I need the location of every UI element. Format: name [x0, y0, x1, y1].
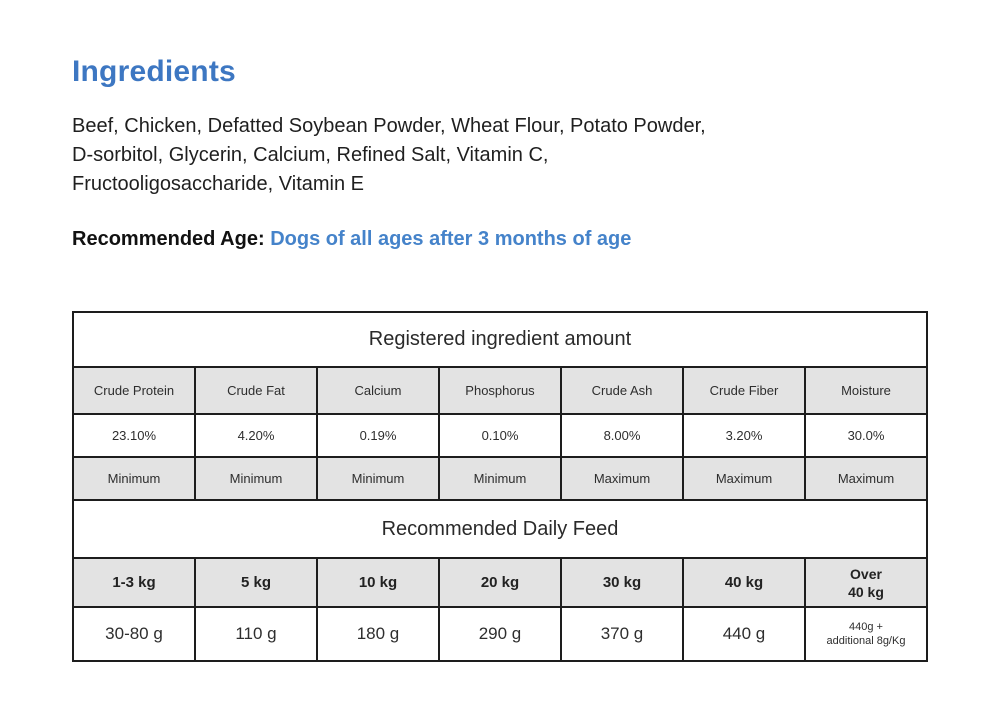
recommended-age-value: Dogs of all ages after 3 months of age	[270, 228, 632, 250]
ingredients-line-1: Beef, Chicken, Defatted Soybean Powder, …	[72, 115, 706, 137]
page-title: Ingredients	[72, 55, 236, 88]
weight-5kg: 5 kg	[194, 557, 318, 608]
value-crude-fat: 4.20%	[194, 413, 318, 458]
feed-amount-row: 30-80 g 110 g 180 g 290 g 370 g 440 g 44…	[72, 606, 928, 662]
limit-phosphorus: Minimum	[438, 456, 562, 501]
recommended-age-label: Recommended Age:	[72, 228, 271, 250]
value-crude-protein: 23.10%	[72, 413, 196, 458]
limit-crude-fat: Minimum	[194, 456, 318, 501]
value-moisture: 30.0%	[804, 413, 928, 458]
amount-40kg: 440 g	[682, 606, 806, 662]
weight-20kg: 20 kg	[438, 557, 562, 608]
nutrient-header-row: Crude Protein Crude Fat Calcium Phosphor…	[72, 366, 928, 415]
ingredients-line-2: D-sorbitol, Glycerin, Calcium, Refined S…	[72, 144, 549, 166]
limit-moisture: Maximum	[804, 456, 928, 501]
amount-5kg: 110 g	[194, 606, 318, 662]
limit-crude-ash: Maximum	[560, 456, 684, 501]
column-header-phosphorus: Phosphorus	[438, 366, 562, 415]
weight-1-3kg: 1-3 kg	[72, 557, 196, 608]
weight-30kg: 30 kg	[560, 557, 684, 608]
amount-over-40kg: 440g + additional 8g/Kg	[804, 606, 928, 662]
daily-feed-title: Recommended Daily Feed	[72, 499, 928, 559]
column-header-crude-fiber: Crude Fiber	[682, 366, 806, 415]
weight-10kg: 10 kg	[316, 557, 440, 608]
ingredients-line-3: Fructooligosaccharide, Vitamin E	[72, 173, 364, 195]
nutrient-values-row: 23.10% 4.20% 0.19% 0.10% 8.00% 3.20% 30.…	[72, 413, 928, 458]
limit-type-row: Minimum Minimum Minimum Minimum Maximum …	[72, 456, 928, 501]
column-header-calcium: Calcium	[316, 366, 440, 415]
daily-feed-title-row: Recommended Daily Feed	[72, 499, 928, 559]
amount-30kg: 370 g	[560, 606, 684, 662]
value-phosphorus: 0.10%	[438, 413, 562, 458]
column-header-crude-ash: Crude Ash	[560, 366, 684, 415]
weight-header-row: 1-3 kg 5 kg 10 kg 20 kg 30 kg 40 kg Over…	[72, 557, 928, 608]
value-calcium: 0.19%	[316, 413, 440, 458]
limit-crude-protein: Minimum	[72, 456, 196, 501]
nutrition-table: Registered ingredient amount Crude Prote…	[72, 311, 928, 662]
amount-20kg: 290 g	[438, 606, 562, 662]
registered-amount-title: Registered ingredient amount	[72, 311, 928, 368]
amount-10kg: 180 g	[316, 606, 440, 662]
amount-1-3kg: 30-80 g	[72, 606, 196, 662]
value-crude-ash: 8.00%	[560, 413, 684, 458]
recommended-age-line: Recommended Age: Dogs of all ages after …	[72, 225, 928, 253]
column-header-crude-fat: Crude Fat	[194, 366, 318, 415]
value-crude-fiber: 3.20%	[682, 413, 806, 458]
column-header-crude-protein: Crude Protein	[72, 366, 196, 415]
limit-crude-fiber: Maximum	[682, 456, 806, 501]
weight-40kg: 40 kg	[682, 557, 806, 608]
column-header-moisture: Moisture	[804, 366, 928, 415]
ingredients-text: Beef, Chicken, Defatted Soybean Powder, …	[72, 112, 928, 199]
limit-calcium: Minimum	[316, 456, 440, 501]
weight-over-40kg: Over 40 kg	[804, 557, 928, 608]
registered-amount-title-row: Registered ingredient amount	[72, 311, 928, 368]
